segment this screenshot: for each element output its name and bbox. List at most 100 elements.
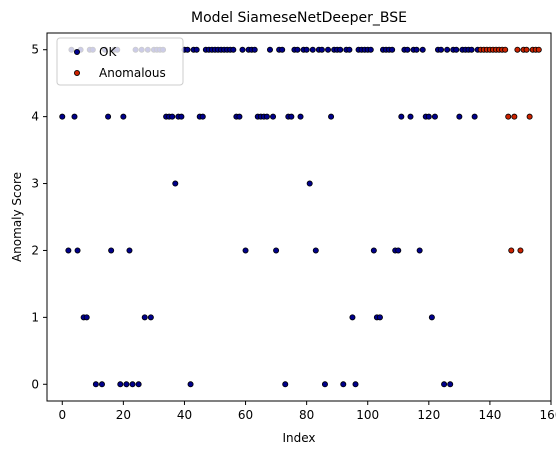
ok-point-132 bbox=[468, 46, 475, 53]
ok-point-115 bbox=[416, 247, 423, 254]
ok-point-125 bbox=[447, 381, 454, 388]
ok-point-102 bbox=[376, 314, 383, 321]
ok-point-57 bbox=[239, 46, 246, 53]
y-tick-label: 1 bbox=[31, 310, 39, 324]
ok-point-7 bbox=[83, 314, 90, 321]
anomalous-point-13 bbox=[517, 247, 524, 254]
ok-point-35 bbox=[172, 180, 179, 187]
ok-point-80 bbox=[309, 46, 316, 53]
ok-point-44 bbox=[199, 113, 206, 120]
anomalous-point-12 bbox=[514, 46, 521, 53]
ok-point-42 bbox=[193, 46, 200, 53]
ok-point-111 bbox=[404, 46, 411, 53]
y-tick-label: 5 bbox=[31, 43, 39, 57]
anomalous-point-8 bbox=[502, 46, 509, 53]
ok-point-61 bbox=[251, 46, 258, 53]
ok-point-3 bbox=[71, 113, 78, 120]
ok-point-0 bbox=[59, 113, 66, 120]
ok-point-85 bbox=[325, 46, 332, 53]
ok-point-19 bbox=[123, 381, 130, 388]
ok-point-83 bbox=[318, 46, 325, 53]
ok-point-13 bbox=[105, 113, 112, 120]
ok-point-14 bbox=[108, 247, 115, 254]
y-axis-label: Anomaly Score bbox=[10, 172, 24, 262]
ok-point-120 bbox=[431, 113, 438, 120]
anomalous-point-10 bbox=[508, 247, 515, 254]
ok-point-118 bbox=[425, 113, 432, 120]
ok-point-21 bbox=[129, 381, 136, 388]
ok-point-127 bbox=[453, 46, 460, 53]
ok-point-73 bbox=[288, 113, 295, 120]
ok-point-79 bbox=[306, 180, 313, 187]
ok-point-34 bbox=[169, 113, 176, 120]
x-tick-label: 120 bbox=[417, 408, 440, 422]
ok-point-68 bbox=[273, 247, 280, 254]
x-axis-label: Index bbox=[282, 431, 315, 445]
axes-frame bbox=[46, 32, 552, 402]
ok-point-23 bbox=[135, 381, 142, 388]
ok-point-100 bbox=[370, 247, 377, 254]
ok-point-25 bbox=[141, 314, 148, 321]
y-axis-ticks: 0 1 2 3 4 5 bbox=[31, 43, 47, 391]
ok-point-89 bbox=[337, 46, 344, 53]
ok-point-39 bbox=[184, 46, 191, 53]
ok-point-108 bbox=[395, 247, 402, 254]
anomalous-point-16 bbox=[526, 113, 533, 120]
ok-point-10 bbox=[92, 381, 99, 388]
x-tick-label: 40 bbox=[177, 408, 192, 422]
ok-point-4 bbox=[74, 247, 81, 254]
x-tick-label: 20 bbox=[116, 408, 131, 422]
x-tick-label: 60 bbox=[238, 408, 253, 422]
ok-point-17 bbox=[117, 381, 124, 388]
ok-point-20 bbox=[126, 247, 133, 254]
x-tick-label: 100 bbox=[356, 408, 379, 422]
ok-point-84 bbox=[321, 381, 328, 388]
ok-point-119 bbox=[428, 314, 435, 321]
y-tick-label: 3 bbox=[31, 177, 39, 191]
legend: OK Anomalous bbox=[56, 37, 184, 86]
ok-point-11 bbox=[98, 381, 105, 388]
ok-point-56 bbox=[236, 113, 243, 120]
chart-title: Model SiameseNetDeeper_BSE bbox=[191, 10, 407, 26]
ok-point-93 bbox=[349, 314, 356, 321]
ok-point-37 bbox=[178, 113, 185, 120]
legend-marker-anomalous bbox=[74, 70, 81, 77]
ok-point-94 bbox=[352, 381, 359, 388]
ok-point-86 bbox=[328, 113, 335, 120]
legend-box bbox=[56, 37, 184, 86]
ok-point-76 bbox=[297, 113, 304, 120]
anomalous-point-19 bbox=[535, 46, 542, 53]
ok-point-114 bbox=[413, 46, 420, 53]
ok-point-112 bbox=[407, 113, 414, 120]
ok-point-18 bbox=[120, 113, 127, 120]
x-tick-label: 160 bbox=[540, 408, 556, 422]
ok-point-124 bbox=[444, 46, 451, 53]
ok-point-27 bbox=[147, 314, 154, 321]
ok-point-78 bbox=[303, 46, 310, 53]
anomalous-point-11 bbox=[511, 113, 518, 120]
legend-marker-ok bbox=[74, 49, 81, 56]
ok-point-66 bbox=[266, 46, 273, 53]
anomalous-point-15 bbox=[523, 46, 530, 53]
data-markers bbox=[59, 46, 542, 388]
x-tick-label: 80 bbox=[299, 408, 314, 422]
ok-point-54 bbox=[230, 46, 237, 53]
y-tick-label: 2 bbox=[31, 243, 39, 257]
ok-point-81 bbox=[312, 247, 319, 254]
ok-point-58 bbox=[242, 247, 249, 254]
ok-point-122 bbox=[438, 46, 445, 53]
x-tick-label: 0 bbox=[58, 408, 66, 422]
legend-label-ok: OK bbox=[99, 45, 117, 59]
x-tick-label: 140 bbox=[478, 408, 501, 422]
ok-point-75 bbox=[294, 46, 301, 53]
ok-point-99 bbox=[367, 46, 374, 53]
ok-point-116 bbox=[419, 46, 426, 53]
ok-point-133 bbox=[471, 113, 478, 120]
ok-point-40 bbox=[187, 381, 194, 388]
ok-point-90 bbox=[340, 381, 347, 388]
ok-point-65 bbox=[263, 113, 270, 120]
anomalous-point-9 bbox=[505, 113, 512, 120]
ok-point-128 bbox=[456, 113, 463, 120]
ok-point-123 bbox=[441, 381, 448, 388]
ok-point-106 bbox=[389, 46, 396, 53]
